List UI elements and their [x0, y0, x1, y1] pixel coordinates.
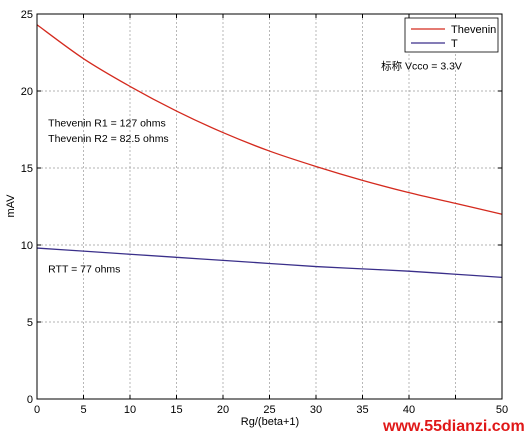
legend-label: T — [451, 38, 458, 50]
x-tick-label: 5 — [80, 404, 86, 416]
annotation-text: Thevenin R1 = 127 ohms — [48, 117, 166, 129]
x-axis-label: Rg/(beta+1) — [241, 416, 299, 428]
annotations: 标称 Vcco = 3.3V Thevenin R1 = 127 ohms Thev… — [48, 59, 462, 275]
grid — [37, 14, 502, 399]
annotation-text: RTT = 77 ohms — [48, 264, 120, 276]
annotation-text: 标称 Vcco = 3.3V — [381, 59, 462, 72]
y-tick-label: 25 — [21, 9, 33, 21]
y-tick-label: 10 — [21, 240, 33, 252]
watermark-text: www.55dianzi.com — [382, 418, 524, 435]
x-tick-label: 10 — [124, 404, 136, 416]
legend-box — [404, 17, 499, 53]
y-tick-label: 0 — [27, 394, 33, 406]
x-tick-label: 0 — [34, 404, 40, 416]
y-axis-label: mAV — [5, 194, 17, 218]
legend: Thevenin T — [404, 17, 499, 53]
y-tick-label: 20 — [21, 86, 33, 98]
annotation-text: Thevenin R2 = 82.5 ohms — [48, 133, 169, 145]
x-tick-label: 15 — [170, 404, 182, 416]
y-tick-label: 15 — [21, 163, 33, 175]
legend-label: Thevenin — [451, 24, 496, 36]
y-tick-label: 5 — [27, 317, 33, 329]
series-lines — [36, 24, 503, 278]
x-tick-label: 30 — [310, 404, 322, 416]
x-tick-label: 35 — [356, 404, 368, 416]
x-tick-label: 20 — [217, 404, 229, 416]
axis-ticks: 0 5 10 15 20 25 30 35 40 50 0 5 10 15 20 25 — [21, 9, 508, 416]
series-line-t — [36, 247, 503, 278]
x-tick-label: 40 — [403, 404, 415, 416]
x-tick-label: 50 — [496, 404, 508, 416]
series-line-thevenin — [36, 24, 503, 215]
x-tick-label: 25 — [263, 404, 275, 416]
